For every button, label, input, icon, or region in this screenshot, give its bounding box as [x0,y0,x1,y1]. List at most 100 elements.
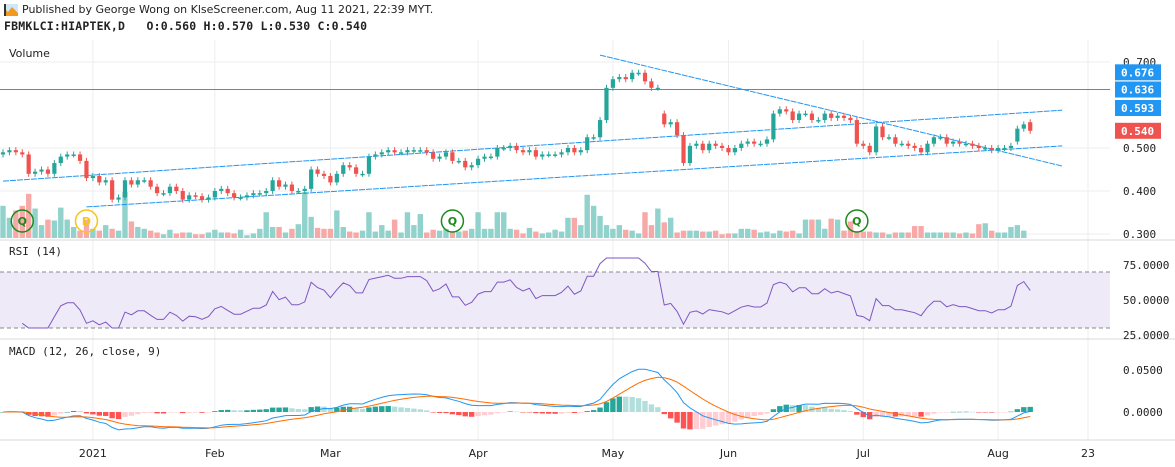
candle-body [976,145,981,148]
candle-body [379,152,384,155]
candle-body [675,122,680,136]
event-marker-label: Q [448,215,457,228]
macd-histogram-bar [276,407,282,412]
volume-bar [475,212,481,238]
candle-body [167,186,173,194]
macd-histogram-bar [950,411,956,413]
volume-bar [745,228,751,238]
volume-bar [867,231,873,238]
time-axis-label: Jul [856,447,870,460]
candle-body [373,154,378,157]
volume-bar [873,232,879,238]
macd-histogram-bar [520,412,526,413]
volume-bar [404,212,411,238]
volume-bar [385,230,391,238]
candle-body [822,113,827,121]
candle-body [944,137,949,144]
candle-body [103,180,108,183]
volume-bar [231,233,237,238]
candle-body [764,139,770,144]
macd-histogram-bar [565,412,571,413]
candle-body [951,141,956,144]
volume-bar [96,230,102,238]
event-marker-q[interactable] [845,209,869,233]
volume-bar [597,215,603,238]
volume-bar [424,232,430,238]
candle-body [463,160,468,168]
time-axis-label: 23 [1081,447,1095,460]
macd-histogram-bar [257,409,263,412]
macd-histogram-bar [244,410,250,412]
candle-body [925,143,930,153]
candle-body [514,145,519,151]
volume-bar [558,231,565,238]
macd-histogram-bar [931,412,937,414]
candle-body [803,113,808,116]
macd-histogram-bar [366,407,372,412]
volume-bar [13,210,19,238]
rsi-axis-tick: 25.0000 [1123,329,1169,342]
volume-bar [706,231,712,238]
macd-histogram-bar [661,412,667,415]
macd-histogram-bar [481,412,488,416]
candle-body [58,156,63,164]
macd-histogram-bar [173,412,180,413]
volume-bar [443,228,449,238]
volume-bar [892,232,899,238]
macd-histogram-bar [70,410,77,412]
price-badge-text: 0.636 [1121,84,1154,97]
volume-bar [802,219,809,238]
price-badge-text: 0.540 [1121,125,1154,138]
macd-histogram-bar [135,412,141,415]
candle-body [276,180,282,187]
candle-body [154,186,160,194]
event-marker-d[interactable] [74,209,99,233]
candle-body [681,135,686,164]
volume-bar [655,208,661,238]
volume-bar [796,233,802,238]
event-marker-q[interactable] [10,209,35,233]
macd-histogram-bar [462,412,468,417]
candle-body [232,193,237,198]
macd-histogram-bar [340,406,346,412]
trend-line[interactable] [2,109,1063,182]
volume-bar [276,226,282,238]
volume-bar [167,229,173,238]
volume-bar [944,232,950,238]
macd-histogram-bar [353,407,359,412]
candle-body [861,143,866,146]
drawings[interactable] [0,54,1110,208]
volume-bar [257,228,263,238]
candle-body [26,154,31,174]
volume-bar [963,232,969,238]
candle-body [726,148,731,153]
macd-histogram-bar [398,407,404,412]
volume-bar [719,234,725,238]
candle-body [424,150,429,153]
volume-bar [77,230,83,238]
macd-histogram-bar [424,410,430,412]
macd-histogram-bar [751,412,757,417]
macd-histogram-bar [141,412,147,413]
time-axis-label: Aug [987,447,1008,460]
trend-line[interactable] [86,145,1063,208]
candle-body [257,193,262,195]
candle-body [77,154,83,161]
macd-label: MACD (12, 26, close, 9) [9,345,161,358]
rsi-line [21,257,1031,329]
candle-body [315,169,320,174]
candle-body [989,148,994,151]
volume-bar [1008,226,1014,238]
rsi-pane [0,257,1110,329]
candle-body [321,173,327,176]
macd-histogram-bar [58,412,64,414]
volume-bar [192,234,199,238]
volume-bar [83,219,90,238]
volume-bar [931,232,937,238]
volume-bar [757,232,764,238]
candle-body [456,160,461,163]
macd-histogram-bar [815,407,822,412]
event-marker-q[interactable] [440,209,465,233]
